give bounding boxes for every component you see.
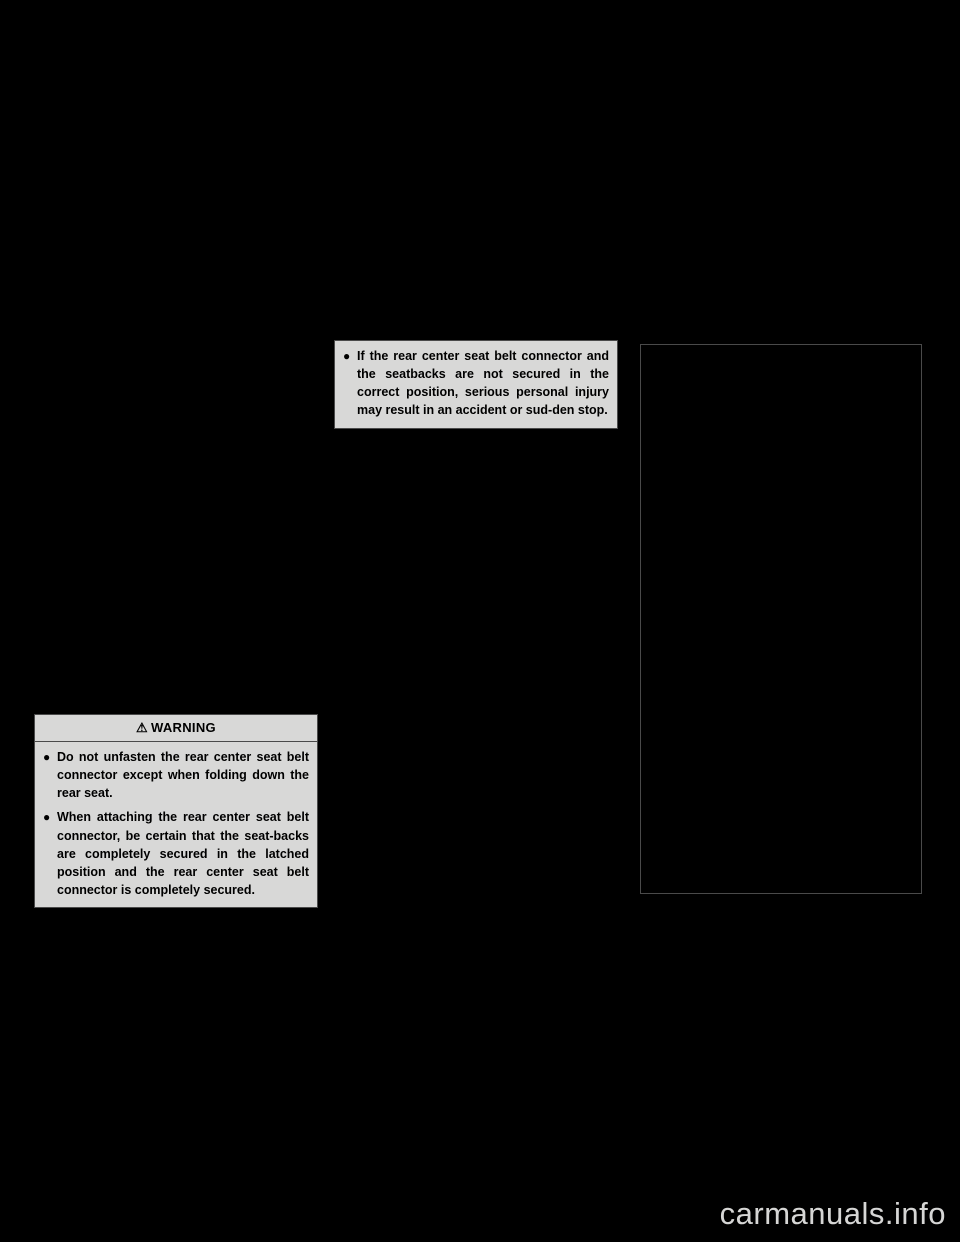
bullet-icon: ● <box>43 809 50 826</box>
warning-item: ● Do not unfasten the rear center seat be… <box>43 748 309 802</box>
warning-text: If the rear center seat belt connector a… <box>357 349 609 417</box>
warning-item: ● When attaching the rear center seat bel… <box>43 808 309 899</box>
figure-frame <box>640 344 922 894</box>
warning-header: ⚠WARNING <box>35 715 317 742</box>
warning-text: When attaching the rear center seat belt… <box>57 810 309 897</box>
warning-triangle-icon: ⚠ <box>136 719 148 738</box>
warning-box-mid: ● If the rear center seat belt connector … <box>334 340 618 429</box>
warning-body-left: ● Do not unfasten the rear center seat be… <box>35 742 317 907</box>
warning-box-left: ⚠WARNING ● Do not unfasten the rear cente… <box>34 714 318 908</box>
watermark-text: carmanuals.info <box>720 1196 946 1232</box>
manual-page: ⚠WARNING ● Do not unfasten the rear cente… <box>34 340 926 908</box>
warning-label: WARNING <box>151 720 216 735</box>
warning-text: Do not unfasten the rear center seat bel… <box>57 750 309 800</box>
bullet-icon: ● <box>343 348 350 365</box>
warning-item: ● If the rear center seat belt connector … <box>343 347 609 420</box>
bullet-icon: ● <box>43 749 50 766</box>
